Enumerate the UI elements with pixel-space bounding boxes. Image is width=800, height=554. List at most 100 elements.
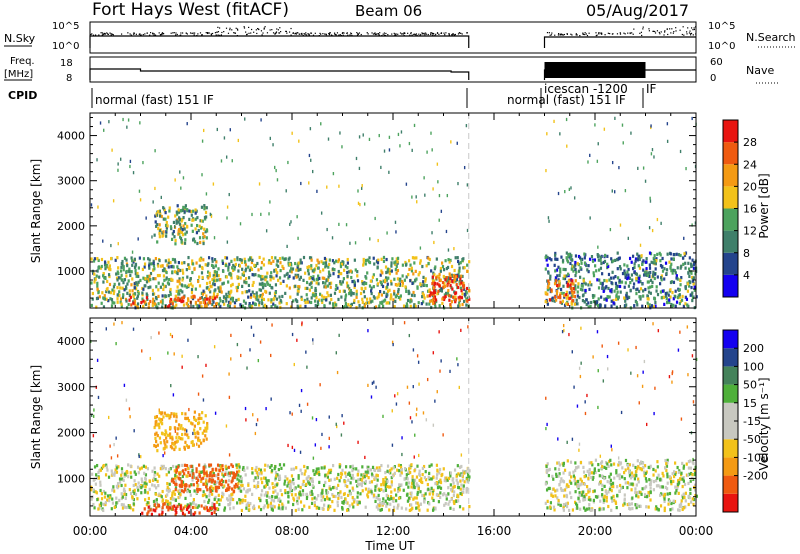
scatter-cell bbox=[333, 261, 336, 265]
scatter-cell bbox=[99, 468, 103, 472]
scatter-cell bbox=[278, 256, 282, 261]
scatter-cell bbox=[560, 255, 563, 259]
scatter-cell bbox=[121, 259, 124, 264]
scatter-cell bbox=[115, 276, 119, 280]
scatter-cell bbox=[364, 481, 367, 485]
scatter-cell bbox=[206, 488, 209, 492]
scatter-cell bbox=[424, 470, 427, 474]
scatter-cell bbox=[389, 297, 392, 301]
scatter-cell bbox=[461, 302, 464, 307]
nsky-point bbox=[179, 34, 181, 37]
scatter-cell bbox=[98, 503, 101, 507]
scatter-cell bbox=[670, 501, 673, 506]
scatter-cell bbox=[674, 289, 677, 293]
scatter-cell bbox=[204, 426, 207, 430]
nsky-point bbox=[376, 33, 378, 35]
scatter-cell bbox=[231, 497, 235, 502]
scatter-cell bbox=[432, 301, 435, 306]
scatter-cell bbox=[181, 469, 185, 473]
nsky-point bbox=[579, 34, 581, 37]
scatter-cell bbox=[227, 465, 230, 469]
scatter-cell bbox=[602, 500, 605, 504]
scatter-cell bbox=[292, 467, 295, 471]
scatter-cell bbox=[197, 444, 201, 448]
nsky-point bbox=[149, 34, 151, 36]
scatter-cell bbox=[380, 293, 383, 297]
scatter-cell bbox=[334, 287, 337, 291]
scatter-cell bbox=[152, 263, 156, 268]
scatter-cell bbox=[323, 304, 326, 308]
scatter-cell bbox=[296, 285, 300, 289]
scatter-cell bbox=[221, 261, 225, 265]
nsky-point bbox=[330, 34, 333, 36]
scatter-cell bbox=[655, 285, 658, 289]
scatter-cell bbox=[172, 265, 175, 269]
scatter-cell bbox=[220, 478, 224, 482]
scatter-cell bbox=[372, 256, 375, 260]
scatter-cell bbox=[210, 214, 213, 219]
scatter-cell bbox=[432, 286, 435, 290]
scatter-cell bbox=[350, 275, 353, 280]
scatter-cell bbox=[176, 212, 179, 216]
scatter-cell bbox=[396, 291, 400, 295]
nsky-point bbox=[106, 33, 109, 35]
scatter-cell bbox=[269, 278, 272, 282]
nsky-point bbox=[671, 28, 673, 30]
scatter-cell bbox=[190, 223, 193, 227]
scatter-cell bbox=[162, 502, 165, 507]
scatter-cell bbox=[277, 467, 280, 472]
scatter-cell bbox=[448, 272, 451, 276]
scatter-cell bbox=[421, 295, 424, 299]
nsky-point bbox=[667, 33, 669, 36]
scatter-cell bbox=[95, 305, 98, 309]
scatter-cell bbox=[655, 259, 658, 263]
scatter-cell bbox=[215, 301, 218, 306]
scatter-cell bbox=[103, 296, 106, 301]
scatter-cell bbox=[208, 271, 211, 276]
nsky-point bbox=[319, 32, 321, 34]
scatter-cell bbox=[386, 502, 389, 506]
scatter-cell bbox=[600, 261, 603, 266]
scatter-cell bbox=[173, 504, 176, 508]
scatter-cell bbox=[190, 291, 194, 295]
scatter-cell bbox=[189, 421, 193, 425]
scatter-cell bbox=[398, 483, 401, 487]
scatter-cell bbox=[244, 473, 247, 477]
scatter-cell bbox=[416, 464, 419, 468]
scatter-cell bbox=[186, 275, 189, 279]
scatter-cell bbox=[468, 260, 471, 264]
scatter-cell bbox=[154, 499, 157, 503]
scatter-cell bbox=[605, 499, 608, 503]
scatter-cell bbox=[286, 484, 289, 488]
scatter-cell bbox=[613, 289, 616, 293]
nsky-point bbox=[403, 32, 406, 35]
scatter-cell bbox=[324, 480, 327, 485]
scatter-cell bbox=[292, 496, 295, 500]
scatter-cell bbox=[122, 478, 125, 482]
scatter-cell bbox=[244, 290, 247, 294]
scatter-cell bbox=[569, 283, 572, 287]
scatter-cell bbox=[656, 292, 660, 297]
scatter-cell bbox=[684, 261, 687, 265]
scatter-cell bbox=[631, 254, 635, 258]
scatter-cell bbox=[141, 267, 144, 272]
scatter-cell bbox=[626, 296, 629, 301]
scatter-cell bbox=[166, 502, 170, 507]
scatter-cell bbox=[180, 489, 184, 493]
nsky-point bbox=[378, 34, 380, 37]
scatter-cell bbox=[251, 492, 254, 497]
scatter-cell bbox=[158, 209, 161, 213]
scatter-cell bbox=[408, 467, 411, 471]
scatter-cell bbox=[687, 261, 690, 265]
scatter-cell bbox=[415, 482, 418, 486]
scatter-cell bbox=[623, 269, 626, 273]
nsky-point bbox=[356, 32, 358, 34]
scatter-cell bbox=[344, 474, 348, 479]
scatter-cell bbox=[620, 280, 624, 284]
scatter-cell bbox=[402, 304, 406, 308]
scatter-cell bbox=[646, 301, 649, 305]
scatter-cell bbox=[193, 417, 196, 421]
scatter-cell bbox=[278, 301, 281, 305]
scatter-cell bbox=[169, 445, 173, 449]
scatter-cell bbox=[256, 484, 260, 488]
